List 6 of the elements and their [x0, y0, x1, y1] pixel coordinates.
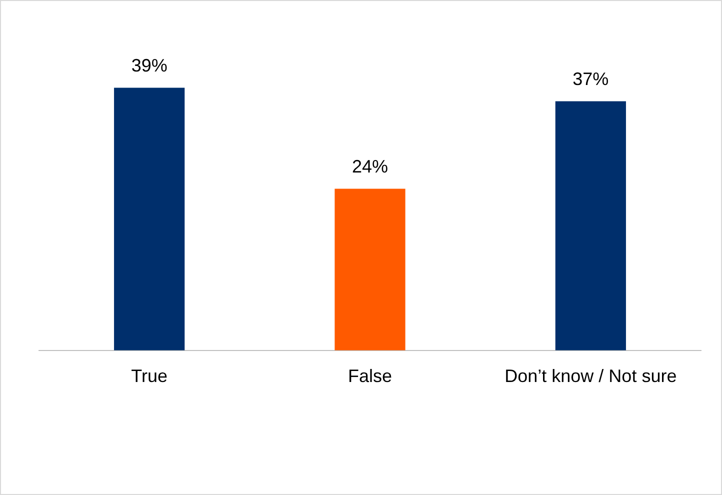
- x-tick-label: False: [348, 366, 392, 386]
- data-label: 37%: [572, 69, 609, 90]
- x-tick-label: True: [131, 366, 168, 386]
- x-tick-label: Don’t know / Not sure: [504, 366, 677, 386]
- data-label: 39%: [131, 56, 168, 76]
- data-label: 24%: [352, 156, 388, 177]
